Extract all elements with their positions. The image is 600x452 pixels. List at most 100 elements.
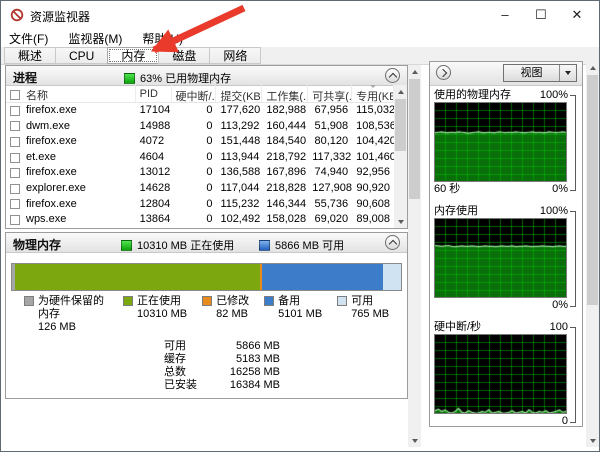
pid-value: 13864 xyxy=(139,213,171,226)
process-table-header: 名称 PID 硬中断/... 提交(KB) 工作集(... 可共享(... 专用… xyxy=(6,85,395,103)
private-value: 90,920 xyxy=(356,181,391,194)
process-panel-status: 63% 已用物理内存 xyxy=(124,70,231,86)
chart-ymax-label: 100% xyxy=(539,89,568,101)
working-set-value: 167,896 xyxy=(266,166,307,179)
process-row[interactable]: firefox.exe 12804 0 115,232 146,344 55,736 90,… xyxy=(6,197,394,213)
menu-monitor[interactable]: 监视器(M) xyxy=(68,31,123,46)
legend-label: 为硬件保留的内存 xyxy=(38,295,104,320)
chart-ymax-label: 100% xyxy=(539,205,568,217)
axis-bracket xyxy=(570,327,576,423)
chevron-right-icon xyxy=(438,68,448,78)
commit-value: 136,588 xyxy=(220,166,261,179)
chevron-down-icon xyxy=(559,65,576,81)
expand-panel-button[interactable] xyxy=(436,65,451,80)
chart-commit-charge: 内存使用 100% 0% xyxy=(434,204,580,312)
menu-help[interactable]: 帮助(H) xyxy=(142,31,183,46)
legend-item: 已修改 82 MB xyxy=(202,295,249,334)
collapse-memory-button[interactable] xyxy=(385,235,400,250)
process-row[interactable]: wps.exe 13864 0 102,492 158,028 69,020 89,008 xyxy=(6,212,394,228)
chart-xlabel: 60 秒 xyxy=(434,183,461,195)
view-dropdown[interactable]: 视图 xyxy=(503,64,577,82)
summary-value: 16258 MB xyxy=(229,366,280,378)
legend-text: 可用 765 MB xyxy=(351,295,389,334)
process-row[interactable]: explorer.exe 14628 0 117,044 218,828 127,908 9… xyxy=(6,181,394,197)
process-row[interactable]: dwm.exe 14988 0 113,292 160,444 51,908 108,536 xyxy=(6,119,394,135)
summary-label: 可用 xyxy=(164,340,186,352)
collapse-process-button[interactable] xyxy=(385,68,400,83)
row-checkbox[interactable] xyxy=(10,168,20,179)
select-all-checkbox[interactable] xyxy=(10,90,20,100)
column-name[interactable]: 名称 xyxy=(6,85,136,102)
process-panel-header: 进程 63% 已用物理内存 xyxy=(6,66,407,86)
tab-disk[interactable]: 磁盘 xyxy=(158,47,211,64)
process-name: explorer.exe xyxy=(26,181,86,194)
process-row[interactable]: firefox.exe 13012 0 136,588 167,896 74,940 92,… xyxy=(6,165,394,181)
scroll-down-icon[interactable] xyxy=(394,215,407,228)
shareable-value: 67,956 xyxy=(314,104,349,116)
working-set-value: 218,792 xyxy=(266,150,307,163)
commit-value: 102,492 xyxy=(220,213,261,226)
process-name-cell: firefox.exe xyxy=(6,165,136,181)
chart-title: 使用的物理内存 xyxy=(434,89,511,101)
row-checkbox[interactable] xyxy=(10,214,20,225)
private-value: 90,608 xyxy=(356,197,391,210)
used-memory-swatch-icon xyxy=(124,72,135,84)
scrollbar-thumb[interactable] xyxy=(587,75,598,305)
sort-indicator-icon xyxy=(369,85,376,88)
working-set-value: 158,028 xyxy=(266,213,307,226)
process-row[interactable]: firefox.exe 4072 0 151,448 184,540 80,120 104,… xyxy=(6,134,394,150)
chart-ymax-label: 100 xyxy=(549,321,568,333)
minimize-button[interactable]: – xyxy=(501,7,509,22)
hard-faults-value: 0 xyxy=(206,104,213,116)
menu-file[interactable]: 文件(F) xyxy=(9,31,49,46)
chevron-up-icon xyxy=(388,72,398,82)
commit-value: 151,448 xyxy=(220,135,261,148)
left-pane-scrollbar[interactable] xyxy=(408,65,421,447)
summary-row: 可用 5866 MB xyxy=(164,340,280,353)
summary-row: 缓存 5183 MB xyxy=(164,353,280,366)
axis-bracket xyxy=(570,95,576,191)
shareable-value: 74,940 xyxy=(314,166,349,179)
chart-ymin-label: 0 xyxy=(561,415,568,427)
legend-swatch-icon xyxy=(24,296,34,306)
row-checkbox[interactable] xyxy=(10,152,20,163)
available-swatch-icon xyxy=(259,239,270,251)
column-private[interactable]: 专用(KB) xyxy=(352,85,395,102)
scrollbar-thumb[interactable] xyxy=(409,79,420,199)
legend-item: 为硬件保留的内存 126 MB xyxy=(24,295,108,334)
column-pid[interactable]: PID xyxy=(136,85,172,102)
maximize-button[interactable]: ☐ xyxy=(535,6,547,22)
row-checkbox[interactable] xyxy=(10,136,20,147)
legend-text: 正在使用 10310 MB xyxy=(137,295,187,334)
hard-faults-value: 0 xyxy=(206,166,213,179)
scroll-down-icon[interactable] xyxy=(408,434,421,447)
legend-value: 10310 MB xyxy=(137,308,188,320)
scroll-down-icon[interactable] xyxy=(586,434,599,447)
row-checkbox[interactable] xyxy=(10,121,20,132)
column-hard-faults[interactable]: 硬中断/... xyxy=(172,85,217,102)
tab-network[interactable]: 网络 xyxy=(209,47,262,64)
row-checkbox[interactable] xyxy=(10,199,20,210)
right-pane-scrollbar[interactable] xyxy=(586,61,599,447)
column-working-set[interactable]: 工作集(... xyxy=(262,85,309,102)
process-row[interactable]: et.exe 4604 0 113,944 218,792 117,332 101,460 xyxy=(6,150,394,166)
scroll-up-icon[interactable] xyxy=(586,61,599,74)
legend-text: 已修改 82 MB xyxy=(216,295,249,334)
scroll-up-icon[interactable] xyxy=(394,85,407,98)
tab-overview[interactable]: 概述 xyxy=(4,47,57,64)
column-commit[interactable]: 提交(KB) xyxy=(216,85,263,102)
tab-cpu[interactable]: CPU xyxy=(55,47,109,64)
row-checkbox[interactable] xyxy=(10,183,20,194)
legend-swatch-icon xyxy=(123,296,133,306)
row-checkbox[interactable] xyxy=(10,105,20,116)
working-set-value: 160,444 xyxy=(266,119,307,132)
process-name-cell: et.exe xyxy=(6,150,136,166)
scrollbar-thumb[interactable] xyxy=(395,99,406,151)
process-row[interactable]: firefox.exe 17104 0 177,620 182,988 67,956 115… xyxy=(6,103,394,119)
close-button[interactable]: ✕ xyxy=(571,6,583,22)
tab-memory[interactable]: 内存 xyxy=(107,47,160,64)
column-shareable[interactable]: 可共享(... xyxy=(308,85,353,102)
scroll-up-icon[interactable] xyxy=(408,65,421,78)
titlebar: 资源监视器 – ☐ ✕ xyxy=(1,1,599,29)
process-table-scrollbar[interactable] xyxy=(394,85,407,228)
